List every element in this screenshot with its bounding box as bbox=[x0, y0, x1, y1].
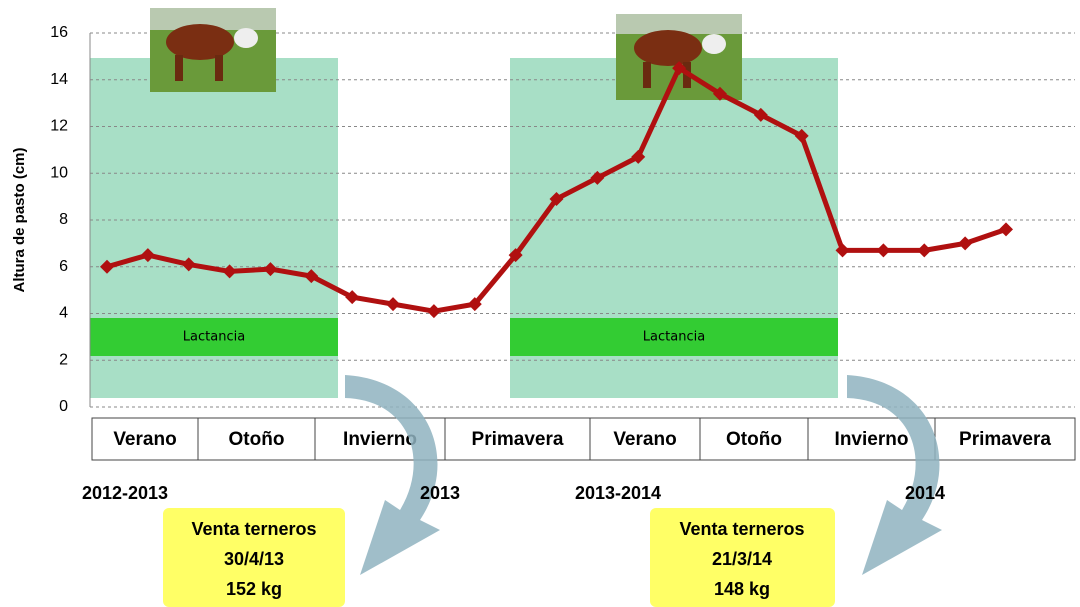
year-label: 2014 bbox=[905, 483, 945, 503]
point bbox=[876, 243, 890, 257]
arrow bbox=[345, 375, 440, 575]
sale-text: 152 kg bbox=[226, 579, 282, 599]
lactation-label: Lactancia bbox=[643, 330, 705, 345]
season-label: Otoño bbox=[726, 429, 782, 450]
sale-text: Venta terneros bbox=[679, 519, 804, 539]
season-label: Verano bbox=[613, 429, 676, 450]
lactation-label: Lactancia bbox=[183, 330, 245, 345]
point bbox=[958, 236, 972, 250]
arrow bbox=[847, 375, 942, 575]
y-tick-label: 10 bbox=[50, 164, 68, 181]
year-label: 2013 bbox=[420, 483, 460, 503]
point bbox=[917, 243, 931, 257]
season-label: Verano bbox=[113, 429, 176, 450]
y-tick-label: 14 bbox=[50, 71, 68, 88]
y-tick-label: 8 bbox=[59, 211, 68, 228]
sale-text: 148 kg bbox=[714, 579, 770, 599]
sale-text: 30/4/13 bbox=[224, 549, 284, 569]
point bbox=[427, 304, 441, 318]
season-label: Otoño bbox=[229, 429, 285, 450]
y-tick-label: 16 bbox=[50, 24, 68, 41]
point bbox=[386, 297, 400, 311]
season-label: Primavera bbox=[959, 429, 1051, 450]
y-tick-label: 4 bbox=[59, 305, 68, 322]
y-tick-label: 2 bbox=[59, 351, 68, 368]
y-tick-label: 12 bbox=[50, 118, 68, 135]
season-label: Invierno bbox=[835, 429, 909, 450]
y-tick-label: 0 bbox=[59, 398, 68, 415]
season-label: Invierno bbox=[343, 429, 417, 450]
sale-text: 21/3/14 bbox=[712, 549, 772, 569]
sale-text: Venta terneros bbox=[191, 519, 316, 539]
year-label: 2012-2013 bbox=[82, 483, 168, 503]
y-axis-title: Altura de pasto (cm) bbox=[11, 147, 28, 292]
year-label: 2013-2014 bbox=[575, 483, 661, 503]
cow-image bbox=[150, 8, 276, 92]
point bbox=[999, 222, 1013, 236]
cow-image bbox=[616, 14, 742, 100]
season-label: Primavera bbox=[472, 429, 564, 450]
y-tick-label: 6 bbox=[59, 258, 68, 275]
chart: Lactancia Lactancia 0 2 4 6 8 10 12 14 16 Altura… bbox=[0, 0, 1080, 607]
